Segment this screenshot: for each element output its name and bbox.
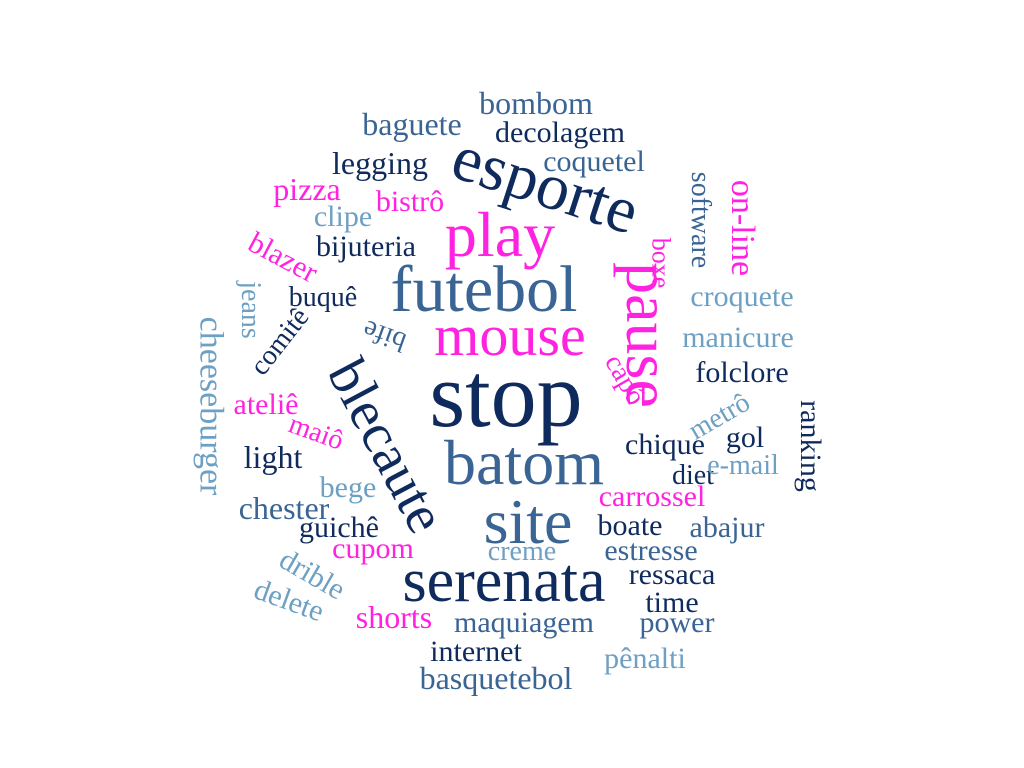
word-blazer: blazer bbox=[243, 225, 324, 290]
word-estresse: estresse bbox=[604, 534, 698, 567]
word-internet: internet bbox=[430, 635, 522, 668]
word-serenata: serenata bbox=[402, 547, 606, 615]
word-gol: gol bbox=[725, 421, 765, 454]
word-play: play bbox=[444, 199, 556, 270]
word-time: time bbox=[645, 586, 699, 619]
word-on-line: on-line bbox=[724, 179, 761, 277]
word-boate: boate bbox=[597, 509, 663, 542]
word-coquetel: coquetel bbox=[543, 145, 645, 178]
word-ressaca: ressaca bbox=[628, 558, 716, 591]
word-shorts: shorts bbox=[355, 599, 433, 635]
word-software: software bbox=[685, 171, 716, 269]
word-clipe: clipe bbox=[313, 200, 373, 233]
word-cupom: cupom bbox=[332, 532, 414, 565]
word-baguete: baguete bbox=[362, 106, 462, 142]
word-creme: creme bbox=[487, 536, 557, 567]
word-futebol: futebol bbox=[390, 253, 578, 326]
word-site: site bbox=[483, 486, 573, 557]
word-jeans: jeans bbox=[235, 281, 266, 339]
word-atelie: ateliê bbox=[233, 388, 299, 421]
word-light: light bbox=[243, 439, 303, 475]
word-guiche: guichê bbox=[299, 511, 379, 544]
word-bombom: bombom bbox=[479, 85, 593, 121]
word-folclore: folclore bbox=[695, 356, 789, 389]
word-legging: legging bbox=[332, 145, 428, 181]
word-abajur: abajur bbox=[689, 511, 765, 544]
word-bistro: bistrô bbox=[375, 185, 445, 218]
word-chester: chester bbox=[238, 490, 330, 526]
word-batom: batom bbox=[444, 427, 604, 498]
word-mouse: mouse bbox=[434, 303, 586, 368]
word-e-mail: e-mail bbox=[707, 450, 779, 481]
word-bege: bege bbox=[319, 471, 377, 504]
word-diet: diet bbox=[672, 460, 714, 491]
word-penalti: pênalti bbox=[604, 642, 686, 675]
word-croquete: croquete bbox=[690, 280, 794, 313]
word-power: power bbox=[639, 606, 715, 639]
word-manicure: manicure bbox=[682, 321, 794, 354]
word-buque: buquê bbox=[288, 282, 358, 313]
word-carrossel: carrossel bbox=[598, 480, 706, 513]
word-stop: stop bbox=[429, 344, 583, 446]
word-basquetebol: basquetebol bbox=[419, 660, 573, 696]
word-bijuteria: bijuteria bbox=[316, 230, 416, 263]
word-ranking: ranking bbox=[793, 400, 827, 492]
word-chique: chique bbox=[625, 428, 705, 461]
word-decolagem: decolagem bbox=[495, 116, 625, 149]
word-pizza: pizza bbox=[273, 171, 341, 207]
word-maquiagem: maquiagem bbox=[454, 606, 594, 639]
word-cheeseburger: cheeseburger bbox=[192, 316, 229, 496]
